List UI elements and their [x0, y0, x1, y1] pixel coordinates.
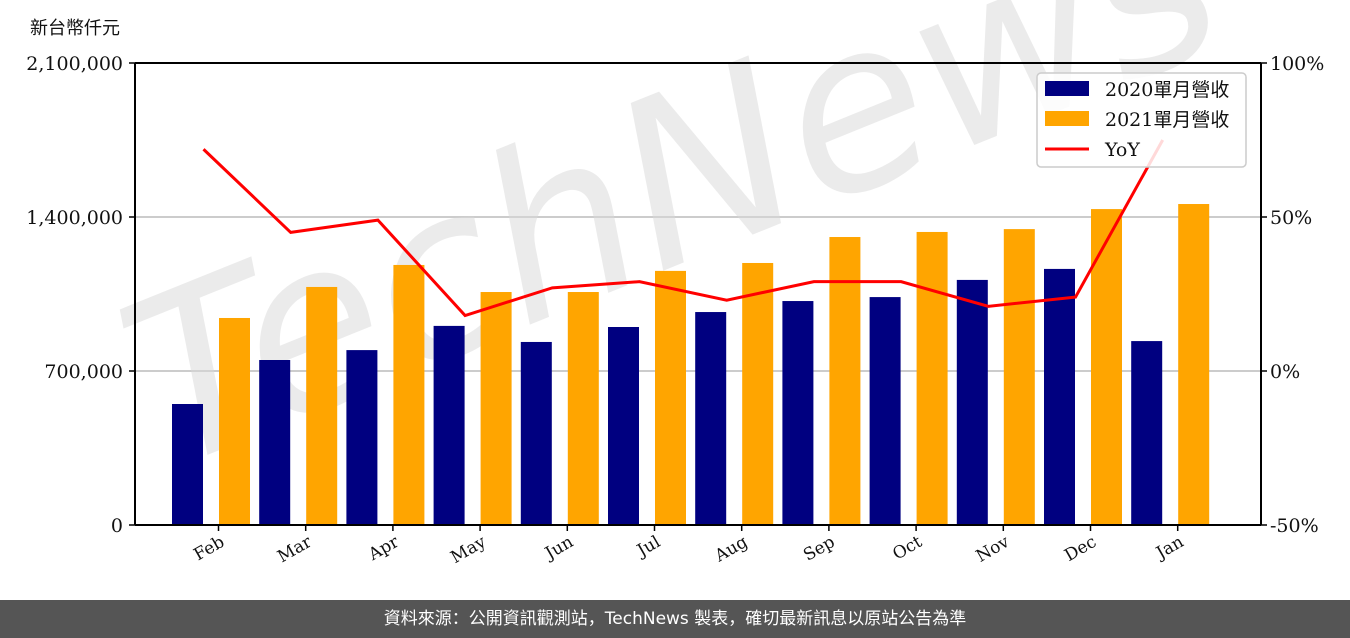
x-tick-label: Sep: [800, 532, 838, 566]
bar-2021: [1091, 209, 1122, 525]
bar-2021: [567, 292, 599, 525]
x-tick-label: Jun: [540, 532, 577, 565]
bar-2021: [480, 292, 512, 525]
x-tick-label: Aug: [711, 532, 752, 567]
y2-tick-label: -50%: [1270, 515, 1319, 537]
x-tick-label: Feb: [190, 532, 228, 565]
y-tick-label: 700,000: [44, 361, 123, 383]
y2-tick-label: 0%: [1270, 361, 1300, 383]
y-tick-label: 0: [111, 515, 123, 537]
bar-2021: [655, 270, 686, 525]
bar-2020: [1131, 341, 1163, 525]
x-tick-label: Jul: [632, 532, 664, 562]
bar-2021: [916, 231, 948, 525]
yoy-line: [202, 139, 1165, 318]
legend-swatch-2020: [1045, 81, 1089, 96]
bar-2021: [742, 262, 774, 525]
x-tick-label: Jan: [1151, 532, 1187, 564]
legend-label-2020: 2020單月營收: [1105, 79, 1229, 101]
legend-label-yoy: YoY: [1104, 139, 1140, 161]
x-tick-label: Oct: [889, 532, 925, 565]
x-tick-label: Dec: [1061, 532, 1100, 566]
x-tick-label: Mar: [274, 532, 316, 568]
bar-2021: [829, 237, 861, 525]
legend-label-2021: 2021單月營收: [1105, 109, 1229, 131]
bar-2021: [1003, 229, 1035, 525]
x-tick-label: Apr: [364, 532, 403, 566]
bar-2021: [306, 286, 338, 525]
y2-tick-label: 100%: [1270, 53, 1324, 75]
bar-2020: [782, 301, 814, 525]
bar-2020: [695, 312, 727, 525]
bar-2020: [1044, 268, 1075, 525]
legend-swatch-2021: [1045, 111, 1089, 126]
bar-2020: [869, 297, 901, 525]
bar-2021: [1178, 204, 1210, 525]
bar-2020: [433, 325, 465, 525]
y-axis-unit-label: 新台幣仟元: [30, 18, 120, 39]
bar-2020: [172, 404, 203, 525]
source-footer: 資料來源：公開資訊觀測站，TechNews 製表，確切最新訊息以原站公告為準: [0, 600, 1350, 638]
bar-2020: [346, 350, 378, 525]
bar-2020: [259, 360, 291, 525]
legend-box: [1036, 72, 1247, 168]
bar-2020: [608, 327, 639, 525]
bar-2020: [956, 279, 988, 525]
bar-2020: [520, 341, 552, 525]
x-tick-label: May: [447, 532, 490, 568]
bar-2021: [393, 264, 425, 525]
y2-tick-label: 50%: [1270, 207, 1312, 229]
y-tick-label: 2,100,000: [26, 53, 123, 75]
bar-2021: [219, 317, 250, 525]
y-tick-label: 1,400,000: [26, 207, 123, 229]
x-tick-label: Nov: [973, 532, 1013, 567]
